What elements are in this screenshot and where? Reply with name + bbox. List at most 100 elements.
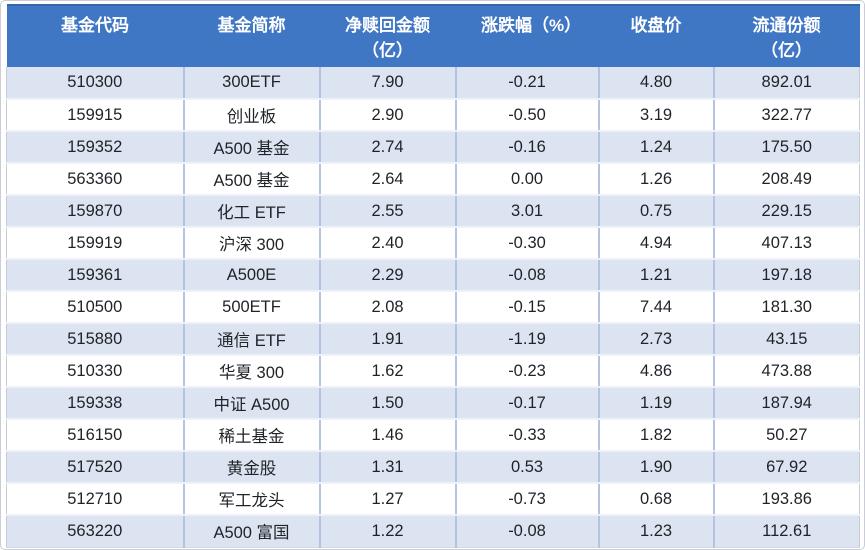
table-cell: 159338 [6,387,184,420]
table-cell: A500 基金 [182,131,320,164]
table-cell: 黄金股 [182,451,320,484]
table-cell: -0.08 [454,515,599,548]
table-cell: 1.27 [318,483,456,516]
table-row: 159338 中证 A500 1.50 -0.17 1.19 187.94 [6,387,860,420]
header-net-redemption: 净赎回金额（亿） [319,4,456,67]
table-cell: 159361 [6,259,184,292]
table-cell: 1.19 [597,387,714,420]
table-cell: 沪深 300 [182,227,320,260]
table-cell: 7.44 [597,291,714,324]
table-cell: 322.77 [712,99,860,132]
table-cell: 4.80 [597,67,714,100]
table-cell: 1.21 [597,259,714,292]
table-cell: A500 富国 [182,515,320,548]
table-cell: 159919 [6,227,184,260]
table-cell: 515880 [6,323,184,356]
table-cell: 563220 [6,515,184,548]
table-cell: 473.88 [712,355,860,388]
header-close-price-label: 收盘价 [630,16,682,35]
table-row: 159361 A500E 2.29 -0.08 1.21 197.18 [6,259,860,292]
table-cell: -0.15 [454,291,599,324]
table-cell: 3.01 [454,195,599,228]
table-cell: 化工 ETF [182,195,320,228]
header-net-redemption-label: 净赎回金额（亿） [345,16,430,60]
table-cell: 892.01 [712,67,860,100]
table-row: 159919 沪深 300 2.40 -0.30 4.94 407.13 [6,227,860,260]
table-cell: -0.17 [454,387,599,420]
table-cell: 50.27 [712,419,860,452]
table-row: 159870 化工 ETF 2.55 3.01 0.75 229.15 [6,195,860,228]
table-cell: 67.92 [712,451,860,484]
table-cell: A500E [182,259,320,292]
header-fund-code-label: 基金代码 [61,16,129,35]
table-cell: 229.15 [712,195,860,228]
table-row: 510300 300ETF 7.90 -0.21 4.80 892.01 [6,67,860,100]
fund-flow-table: 基金代码 基金简称 净赎回金额（亿） 涨跌幅（%） 收盘价 流通份额（亿） [6,4,860,548]
table-cell: 193.86 [712,483,860,516]
table-cell: 500ETF [182,291,320,324]
table-row: 510500 500ETF 2.08 -0.15 7.44 181.30 [6,291,860,324]
table-cell: 1.23 [597,515,714,548]
table-cell: 1.91 [318,323,456,356]
table-row: 563220 A500 富国 1.22 -0.08 1.23 112.61 [6,515,860,548]
table-cell: 2.74 [318,131,456,164]
table-cell: -0.08 [454,259,599,292]
table-cell: 2.90 [318,99,456,132]
header-circulating-shares-label: 流通份额（亿） [752,16,821,60]
header-fund-name: 基金简称 [183,4,320,67]
table-cell: -1.19 [454,323,599,356]
table-cell: 1.31 [318,451,456,484]
table-row: 159352 A500 基金 2.74 -0.16 1.24 175.50 [6,131,860,164]
table-cell: 4.94 [597,227,714,260]
header-fund-name-label: 基金简称 [217,16,286,35]
table-cell: 2.29 [318,259,456,292]
table-cell: 2.64 [318,163,456,196]
table-cell: 181.30 [712,291,860,324]
table-cell: -0.33 [454,419,599,452]
table-cell: 175.50 [712,131,860,164]
table-cell: 2.73 [597,323,714,356]
table-cell: 2.55 [318,195,456,228]
table-cell: 159352 [6,131,184,164]
table-cell: 187.94 [712,387,860,420]
table-cell: 7.90 [318,67,456,100]
table-cell: 2.40 [318,227,456,260]
table-cell: -0.73 [454,483,599,516]
table-cell: 1.62 [318,355,456,388]
table-cell: 516150 [6,419,184,452]
table-cell: 208.49 [712,163,860,196]
table-cell: 510500 [6,291,184,324]
table-cell: 517520 [6,451,184,484]
table-cell: 华夏 300 [182,355,320,388]
table-cell: 稀土基金 [182,419,320,452]
table-cell: 通信 ETF [182,323,320,356]
table-cell: 1.26 [597,163,714,196]
table-cell: 1.22 [318,515,456,548]
table-cell: 159870 [6,195,184,228]
table-cell: 407.13 [712,227,860,260]
header-row: 基金代码 基金简称 净赎回金额（亿） 涨跌幅（%） 收盘价 流通份额（亿） [6,4,860,67]
table-header: 基金代码 基金简称 净赎回金额（亿） 涨跌幅（%） 收盘价 流通份额（亿） [6,4,860,67]
table-cell: -0.16 [454,131,599,164]
header-change-percent: 涨跌幅（%） [455,4,599,67]
table-cell: 0.75 [597,195,714,228]
table-cell: 0.00 [454,163,599,196]
table-cell: 1.90 [597,451,714,484]
table-cell: 2.08 [318,291,456,324]
table-cell: 510300 [6,67,184,100]
table-cell: A500 基金 [182,163,320,196]
table-cell: 0.68 [597,483,714,516]
table-cell: 197.18 [712,259,860,292]
table-row: 563360 A500 基金 2.64 0.00 1.26 208.49 [6,163,860,196]
table-cell: 112.61 [712,515,860,548]
table-cell: 510330 [6,355,184,388]
table-row: 159915 创业板 2.90 -0.50 3.19 322.77 [6,99,860,132]
table-cell: 3.19 [597,99,714,132]
table-cell: 中证 A500 [182,387,320,420]
table-row: 515880 通信 ETF 1.91 -1.19 2.73 43.15 [6,323,860,356]
table-cell: 1.82 [597,419,714,452]
table-row: 517520 黄金股 1.31 0.53 1.90 67.92 [6,451,860,484]
table-cell: 1.24 [597,131,714,164]
fund-table-body: 510300 300ETF 7.90 -0.21 4.80 892.01 159915 创业板… [6,67,860,548]
